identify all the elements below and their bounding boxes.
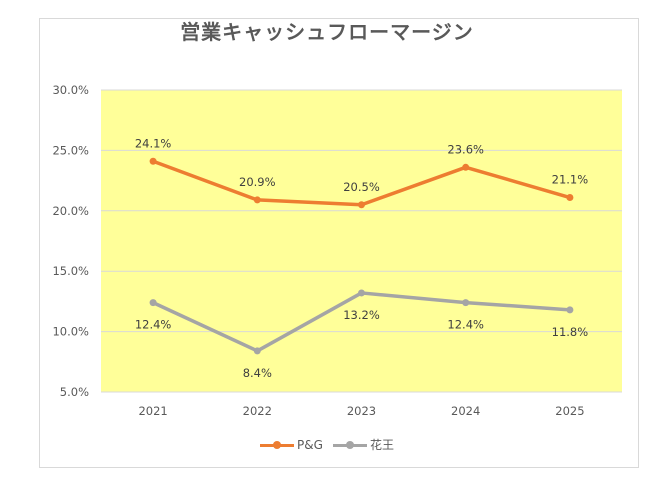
data-point (358, 201, 365, 209)
data-label: 23.6% (447, 142, 484, 156)
data-point (462, 299, 470, 307)
data-point (358, 289, 365, 297)
data-label: 24.1% (135, 136, 172, 150)
data-label: 21.1% (552, 173, 589, 187)
y-tick-label: 25.0% (52, 143, 89, 157)
data-label: 13.2% (343, 308, 380, 322)
legend-item-pg[interactable]: P&G (260, 436, 323, 453)
data-label: 12.4% (447, 318, 484, 332)
y-tick-label: 10.0% (52, 325, 89, 339)
x-tick-label: 2025 (555, 404, 584, 418)
data-label: 11.8% (552, 325, 589, 339)
legend-label-pg: P&G (297, 437, 323, 452)
data-point (566, 194, 574, 202)
data-label: 12.4% (135, 318, 172, 332)
x-tick-label: 2024 (451, 404, 480, 418)
data-label: 20.9% (239, 175, 276, 189)
legend-swatch-kao (332, 439, 367, 451)
legend-label-kao: 花王 (369, 438, 394, 452)
data-point (253, 196, 261, 204)
data-point (566, 306, 574, 314)
plot-area (101, 90, 622, 392)
data-point (149, 157, 157, 165)
data-point (149, 299, 157, 307)
chart-title: 営業キャッシュフローマージン (180, 20, 474, 44)
y-tick-label: 30.0% (52, 83, 89, 97)
x-tick-label: 2023 (347, 404, 376, 418)
data-point (253, 347, 261, 355)
legend-swatch-pg (260, 439, 295, 451)
x-tick-label: 2022 (243, 404, 272, 418)
data-label: 20.5% (343, 180, 380, 194)
y-tick-label: 15.0% (52, 264, 89, 278)
y-tick-label: 20.0% (52, 204, 89, 218)
data-point (462, 163, 470, 171)
x-tick-label: 2021 (138, 404, 167, 418)
legend-item-kao[interactable]: 花王 (332, 436, 394, 453)
legend: P&G 花王 (0, 436, 654, 453)
y-tick-label: 5.0% (60, 385, 89, 399)
data-label: 8.4% (243, 366, 272, 380)
